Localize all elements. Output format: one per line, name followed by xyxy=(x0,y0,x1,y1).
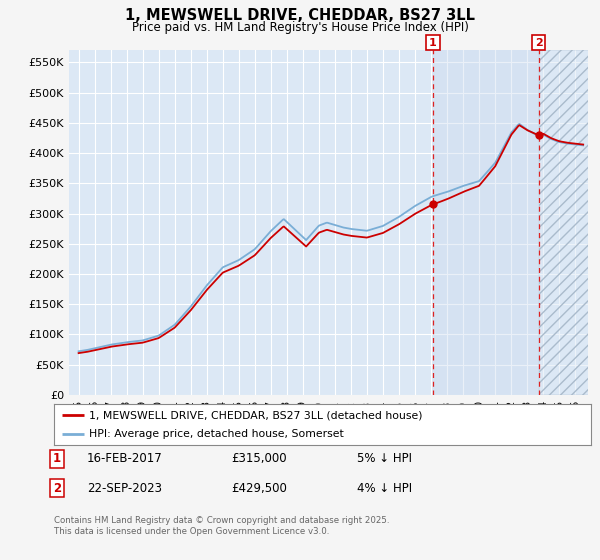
Text: 22-SEP-2023: 22-SEP-2023 xyxy=(87,482,162,494)
Text: 1: 1 xyxy=(53,452,61,465)
Text: £429,500: £429,500 xyxy=(231,482,287,494)
Text: 1: 1 xyxy=(429,38,437,48)
Text: 1, MEWSWELL DRIVE, CHEDDAR, BS27 3LL (detached house): 1, MEWSWELL DRIVE, CHEDDAR, BS27 3LL (de… xyxy=(89,410,422,421)
Text: 4% ↓ HPI: 4% ↓ HPI xyxy=(357,482,412,494)
Bar xyxy=(433,50,539,395)
Text: Contains HM Land Registry data © Crown copyright and database right 2025.
This d: Contains HM Land Registry data © Crown c… xyxy=(54,516,389,536)
Text: HPI: Average price, detached house, Somerset: HPI: Average price, detached house, Some… xyxy=(89,429,344,439)
Text: 16-FEB-2017: 16-FEB-2017 xyxy=(87,452,163,465)
Bar xyxy=(539,50,591,395)
Text: 1, MEWSWELL DRIVE, CHEDDAR, BS27 3LL: 1, MEWSWELL DRIVE, CHEDDAR, BS27 3LL xyxy=(125,8,475,24)
Text: £315,000: £315,000 xyxy=(231,452,287,465)
Text: 2: 2 xyxy=(53,482,61,494)
Bar xyxy=(539,50,591,395)
Text: 5% ↓ HPI: 5% ↓ HPI xyxy=(357,452,412,465)
Text: Price paid vs. HM Land Registry's House Price Index (HPI): Price paid vs. HM Land Registry's House … xyxy=(131,21,469,34)
Text: 2: 2 xyxy=(535,38,542,48)
